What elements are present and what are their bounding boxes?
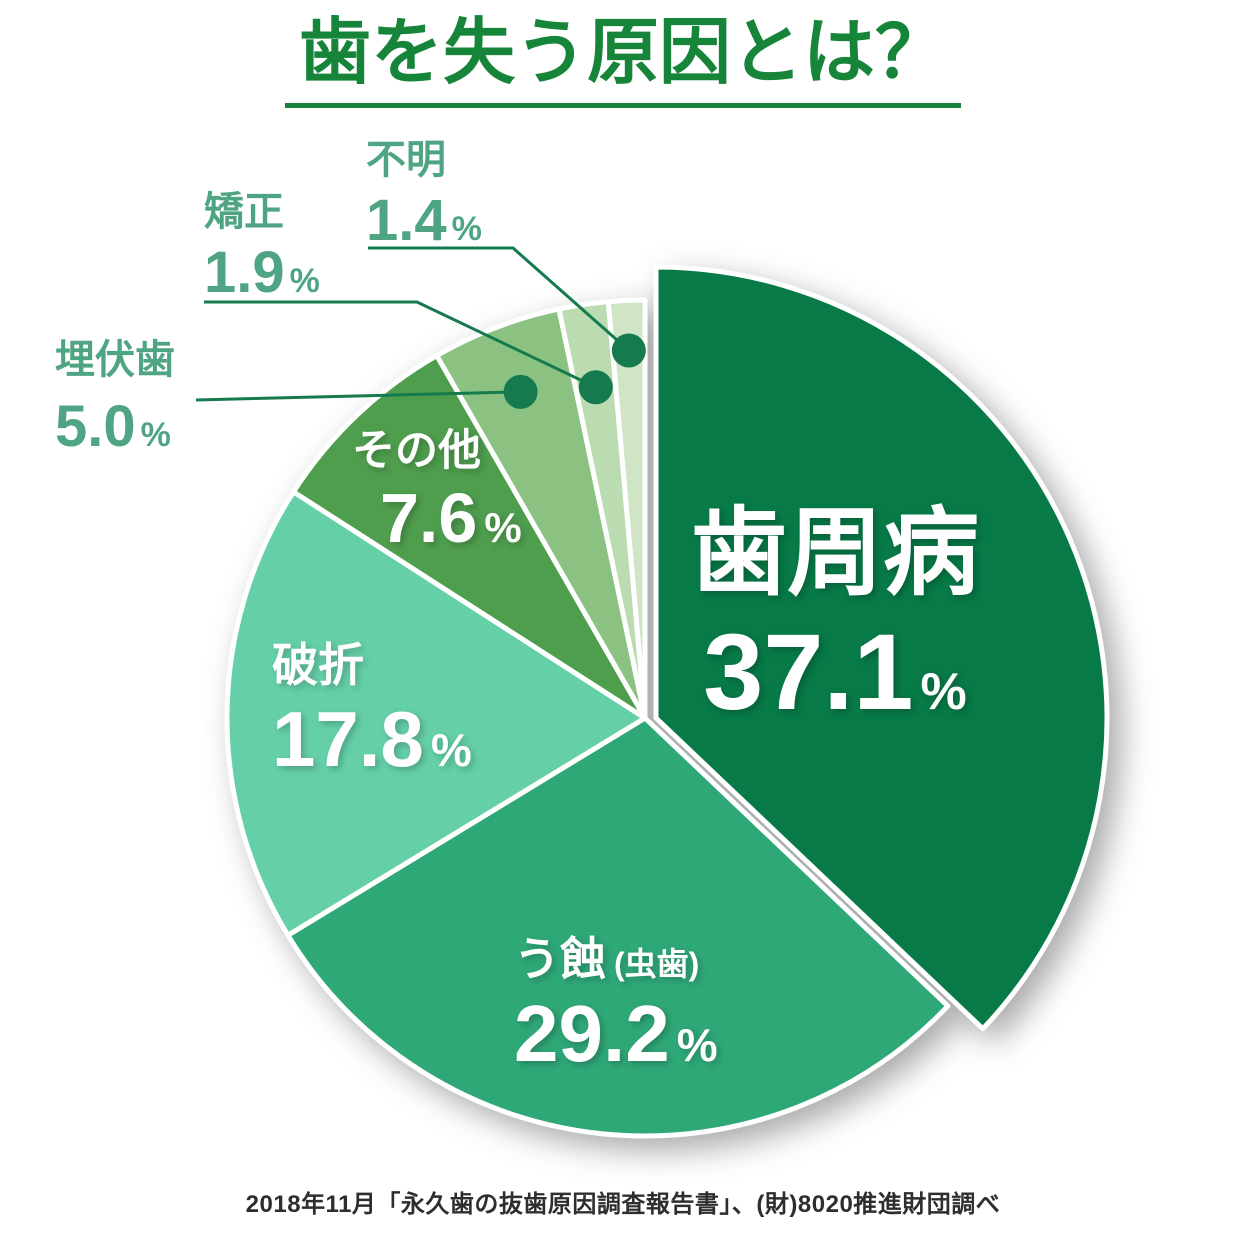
slice-label-other: その他 7.6% (352, 427, 522, 554)
slice-value: 29.2% (514, 994, 718, 1074)
percent-sign: % (140, 416, 171, 454)
percent-sign: % (676, 1019, 718, 1071)
slice-value: 1.9% (204, 244, 320, 302)
leader-dot-ortho (578, 370, 613, 405)
pie-slice-periodontal (653, 264, 1110, 1032)
slice-name: その他 (352, 427, 481, 475)
pie-slice-fracture (224, 489, 648, 938)
slice-value-number: 37.1 (703, 611, 914, 732)
source-caption: 2018年11月「永久歯の抜歯原因調査報告書」、(財)8020推進財団調べ (245, 1191, 1001, 1218)
slice-value: 7.6% (352, 483, 522, 553)
pie-slice-unknown (605, 297, 648, 721)
percent-sign: % (451, 210, 482, 248)
page-title: 歯を失う原因とは？ (0, 0, 1246, 109)
pie-slice-caries (285, 715, 951, 1139)
slice-value: 1.4% (366, 192, 482, 250)
leader-lines (195, 246, 646, 409)
slice-value-number: 5.0 (55, 394, 136, 459)
slice-name-main: う蝕 (514, 933, 606, 985)
slice-label-caries: う蝕 (虫歯) 29.2% (514, 936, 718, 1074)
slice-value-number: 17.8 (272, 695, 424, 783)
slice-value: 37.1% (640, 618, 1030, 726)
leader-dot-impacted (503, 374, 538, 409)
leader-dot-unknown (611, 333, 646, 368)
callout-label-ortho: 矯正 1.9% (204, 192, 320, 302)
leader-line-unknown (368, 246, 630, 352)
percent-sign: % (430, 724, 472, 776)
slice-name-suffix: (虫歯) (614, 946, 700, 982)
slice-value-number: 7.6 (380, 479, 478, 557)
leader-line-impacted (195, 390, 521, 402)
slice-value: 17.8% (272, 700, 472, 778)
slice-value-number: 1.4 (366, 188, 447, 253)
percent-sign: % (484, 504, 522, 551)
percent-sign: % (289, 262, 320, 300)
pie-slice-other (290, 353, 648, 721)
leader-line-ortho (204, 300, 597, 389)
page-title-text: 歯を失う原因とは？ (284, 0, 961, 109)
slice-name: 歯周病 (691, 500, 979, 607)
slice-value-number: 1.9 (204, 240, 285, 305)
slice-name: う蝕 (虫歯) (514, 936, 718, 982)
percent-sign: % (920, 663, 967, 721)
slice-name: 不明 (366, 138, 446, 182)
slice-label-fracture: 破折 17.8% (272, 642, 472, 778)
slice-value-number: 29.2 (514, 989, 670, 1078)
slice-label-periodontal: 歯周病 37.1% (640, 506, 1030, 726)
slice-name: 破折 (272, 639, 364, 691)
callout-label-impacted: 埋伏歯 5.0% (55, 340, 175, 456)
pie-slices (224, 264, 1110, 1139)
slice-name: 埋伏歯 (55, 338, 175, 382)
callout-label-unknown: 不明 1.4% (366, 140, 482, 250)
slice-name: 矯正 (204, 190, 284, 234)
slice-value: 5.0% (55, 398, 175, 456)
